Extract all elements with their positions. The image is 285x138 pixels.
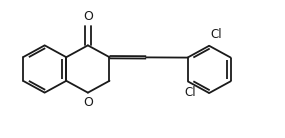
Text: Cl: Cl bbox=[185, 86, 196, 99]
Text: Cl: Cl bbox=[211, 28, 222, 41]
Text: O: O bbox=[83, 96, 93, 109]
Text: O: O bbox=[83, 10, 93, 23]
